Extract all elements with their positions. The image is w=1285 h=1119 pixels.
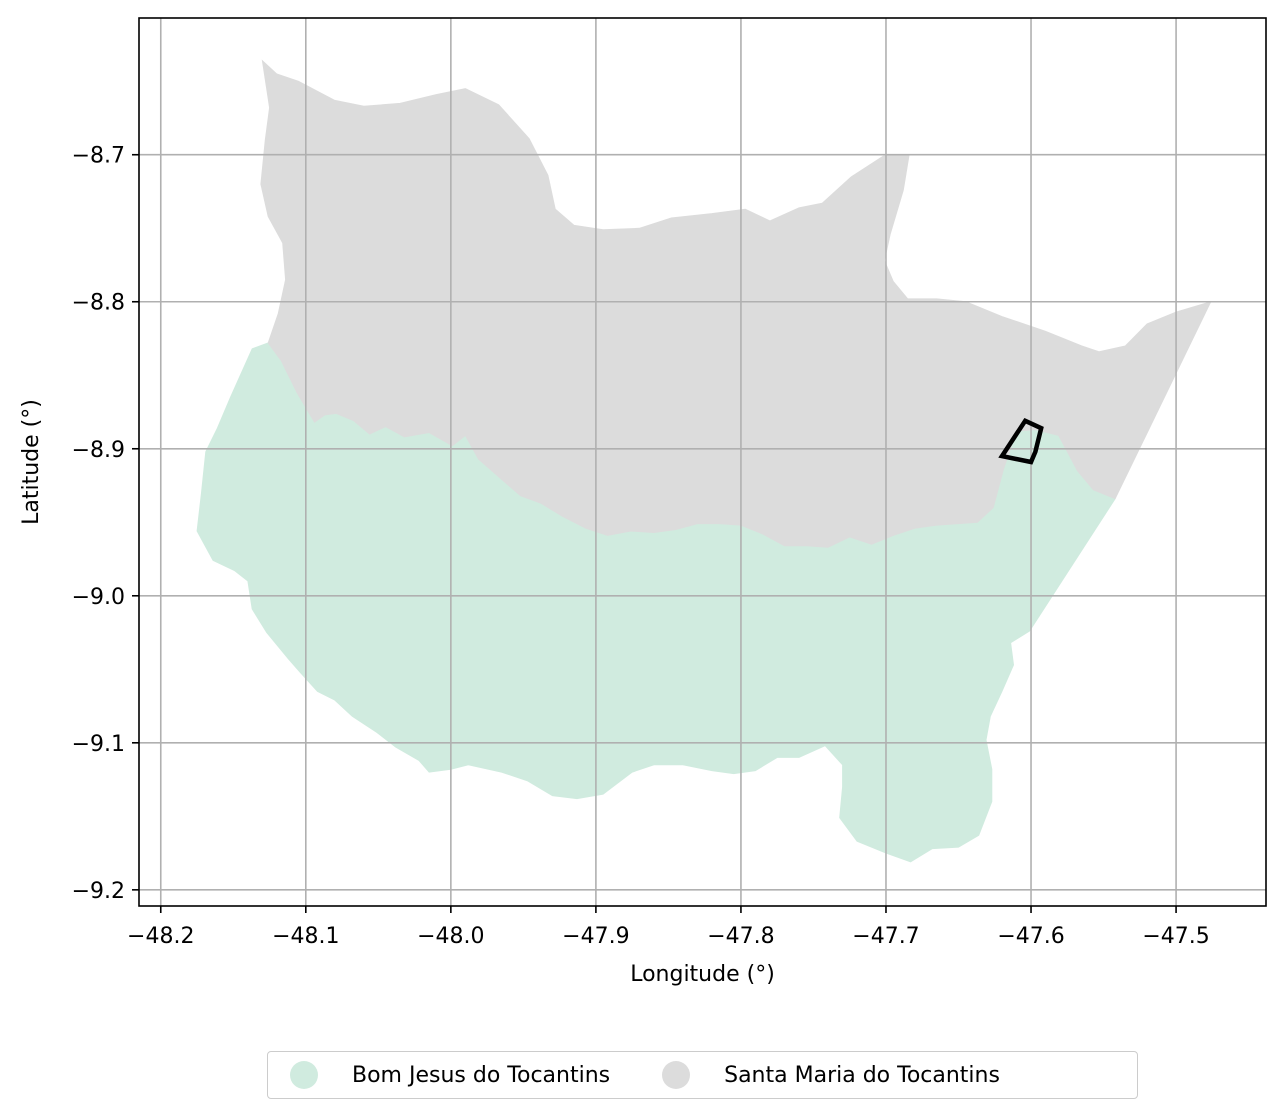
grid-layer [139, 18, 1266, 906]
axes-frame [138, 17, 1267, 907]
legend-swatch [662, 1061, 691, 1089]
x-tick-label: −47.7 [852, 924, 919, 949]
y-tick-label: −8.8 [72, 291, 125, 316]
legend-item-bom-jesus: Bom Jesus do Tocantins [290, 1061, 610, 1089]
x-tick-label: −47.9 [562, 924, 629, 949]
y-tick-label: −9.1 [72, 732, 125, 757]
y-axis-label: Latitude (°) [19, 399, 44, 525]
legend-item-santa-maria: Santa Maria do Tocantins [662, 1061, 1000, 1089]
legend-swatch [290, 1061, 318, 1089]
y-tick-label: −9.0 [72, 585, 125, 610]
outline-layer [998, 417, 1044, 465]
x-axis-ticks: −48.2 −48.1 −48.0 −47.9 −47.8 −47.7 −47.6 −47.5 [127, 906, 1210, 949]
legend-label: Bom Jesus do Tocantins [352, 1062, 611, 1088]
legend: Bom Jesus do Tocantins Santa Maria do To… [267, 1051, 1138, 1099]
x-tick-label: −47.8 [707, 924, 774, 949]
x-tick-label: −48.2 [127, 924, 194, 949]
location-outline [998, 417, 1044, 465]
y-tick-label: −8.7 [72, 144, 125, 169]
y-tick-label: −9.2 [72, 879, 125, 904]
region-santa-maria-do-tocantins [260, 59, 1212, 548]
x-axis-label: Longitude (°) [630, 962, 775, 987]
x-tick-label: −47.6 [997, 924, 1064, 949]
x-tick-label: −48.0 [417, 924, 484, 949]
x-tick-label: −48.1 [272, 924, 339, 949]
legend-label: Santa Maria do Tocantins [724, 1062, 1000, 1088]
y-tick-label: −8.9 [72, 438, 125, 463]
x-tick-label: −47.5 [1142, 924, 1209, 949]
y-axis-ticks: −8.7 −8.8 −8.9 −9.0 −9.1 −9.2 [72, 144, 139, 904]
